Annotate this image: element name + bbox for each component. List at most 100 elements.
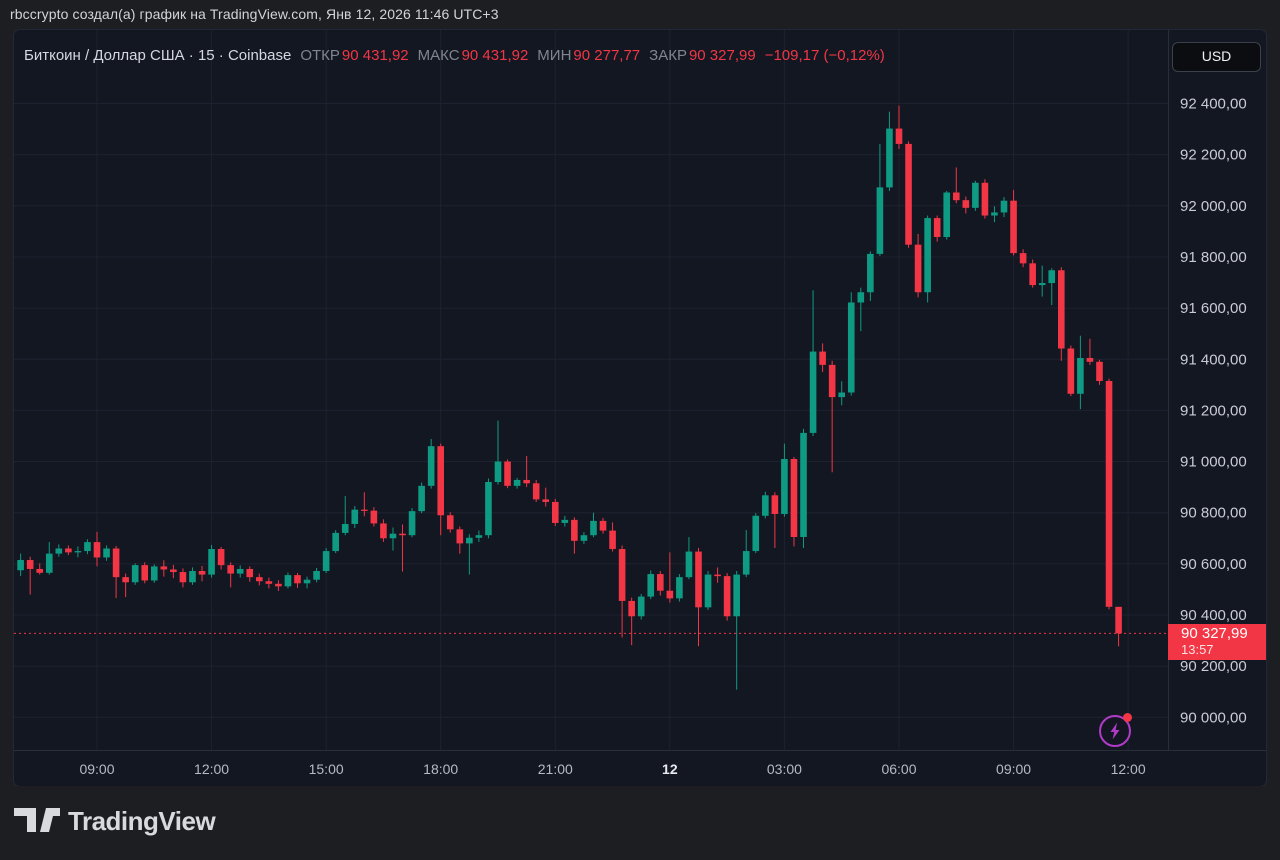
candle-body [943, 192, 951, 238]
candle-body [676, 577, 683, 599]
candle-body [1019, 253, 1027, 264]
price-tick-label: 91 600,00 [1180, 300, 1247, 317]
candle-body [657, 574, 664, 591]
candle-body [742, 551, 750, 575]
time-tick-label: 12:00 [194, 761, 229, 777]
candle-body [1000, 200, 1008, 213]
candle-body [131, 565, 139, 583]
candle-body [170, 569, 177, 573]
candle-body [65, 548, 72, 553]
candle-body [723, 576, 731, 617]
candle-body [332, 532, 339, 552]
price-tick-label: 92 200,00 [1180, 147, 1247, 164]
boost-button[interactable] [1099, 713, 1132, 747]
price-tick-label: 91 400,00 [1180, 351, 1247, 368]
currency-toggle-button[interactable]: USD [1172, 42, 1261, 72]
candle-body [771, 495, 779, 514]
candle-body [45, 553, 53, 573]
last-price-label: 90 327,99 13:57 [1168, 624, 1266, 661]
candle-body [437, 446, 445, 516]
candle-body [351, 509, 359, 524]
time-tick-label: 03:00 [767, 761, 802, 777]
lightning-icon [1110, 722, 1120, 740]
candle-body [93, 542, 101, 558]
candle-body [236, 568, 244, 574]
candle-body [313, 571, 320, 580]
candle-body [256, 577, 263, 582]
candle-body [628, 600, 635, 617]
candle-body [666, 590, 674, 599]
candle-body [427, 446, 435, 486]
footer-bar: TradingView [0, 786, 1280, 860]
candle-body [1115, 606, 1122, 634]
price-tick-label: 90 800,00 [1180, 505, 1247, 522]
candle-body [599, 520, 607, 531]
candle-body [580, 535, 588, 541]
candle-body [618, 549, 626, 601]
candle-body [819, 351, 826, 365]
candle-body [542, 499, 550, 502]
candle-body [399, 533, 406, 536]
candle-body [103, 548, 110, 558]
candle-body [36, 568, 44, 573]
tradingview-wordmark: TradingView [68, 805, 216, 836]
candle-body [1057, 270, 1065, 349]
candle-body [265, 581, 273, 584]
candle-body [1038, 283, 1046, 286]
candle-body [179, 572, 187, 583]
price-tick-label: 90 200,00 [1180, 658, 1247, 675]
candle-body [380, 523, 387, 539]
candle-body [227, 565, 234, 574]
close-value: 90 327,99 [688, 47, 756, 64]
candle-body [189, 571, 196, 583]
candle-body [809, 351, 817, 433]
candle-body [1010, 200, 1017, 254]
price-tick-label: 90 000,00 [1180, 709, 1247, 726]
candle-body [828, 364, 836, 398]
tradingview-logo[interactable]: TradingView [14, 805, 216, 837]
candle-body [284, 575, 292, 587]
candle-body [733, 574, 740, 617]
tradingview-logo-icon [14, 808, 60, 832]
candle-body [208, 549, 215, 575]
candle-body [962, 200, 970, 208]
candle-body [867, 253, 874, 293]
candle-body [1029, 263, 1036, 286]
open-label: ОТКР [300, 47, 340, 64]
candle-body [551, 501, 559, 523]
time-tick-label: 06:00 [881, 761, 916, 777]
candle-body [408, 511, 416, 536]
candle-body [17, 560, 24, 571]
candle-body [466, 537, 473, 544]
bar-countdown: 13:57 [1181, 642, 1214, 658]
candle-body [456, 529, 464, 544]
candle-body [389, 533, 397, 539]
low-value: 90 277,77 [573, 47, 641, 64]
candle-body [26, 560, 34, 569]
candle-body [895, 128, 903, 144]
candle-body [303, 579, 311, 584]
candle-body [322, 551, 330, 572]
candle-body [857, 292, 865, 303]
price-tick-label: 91 800,00 [1180, 249, 1247, 266]
candle-body [341, 523, 349, 533]
candle-body [532, 483, 540, 500]
candle-body [752, 515, 760, 552]
chart-canvas[interactable]: 92 400,00 92 200,00 92 000,00 91 800,00 91 6… [14, 30, 1266, 786]
candle-body [933, 218, 941, 238]
candle-body [160, 566, 168, 570]
candle-body [217, 549, 225, 566]
price-tick-label: 90 400,00 [1180, 607, 1247, 624]
candle-body [1048, 270, 1056, 284]
candle-body [504, 461, 511, 486]
candle-body [790, 458, 798, 537]
candle-body [1077, 357, 1084, 394]
price-tick-label: 92 400,00 [1180, 96, 1247, 113]
candle-body [571, 519, 578, 541]
time-tick-label: 18:00 [423, 761, 458, 777]
price-tick-label: 91 000,00 [1180, 454, 1247, 471]
candle-body [294, 575, 301, 584]
candle-body [952, 192, 960, 201]
price-tick-label: 92 000,00 [1180, 198, 1247, 215]
candle-body [561, 519, 569, 523]
